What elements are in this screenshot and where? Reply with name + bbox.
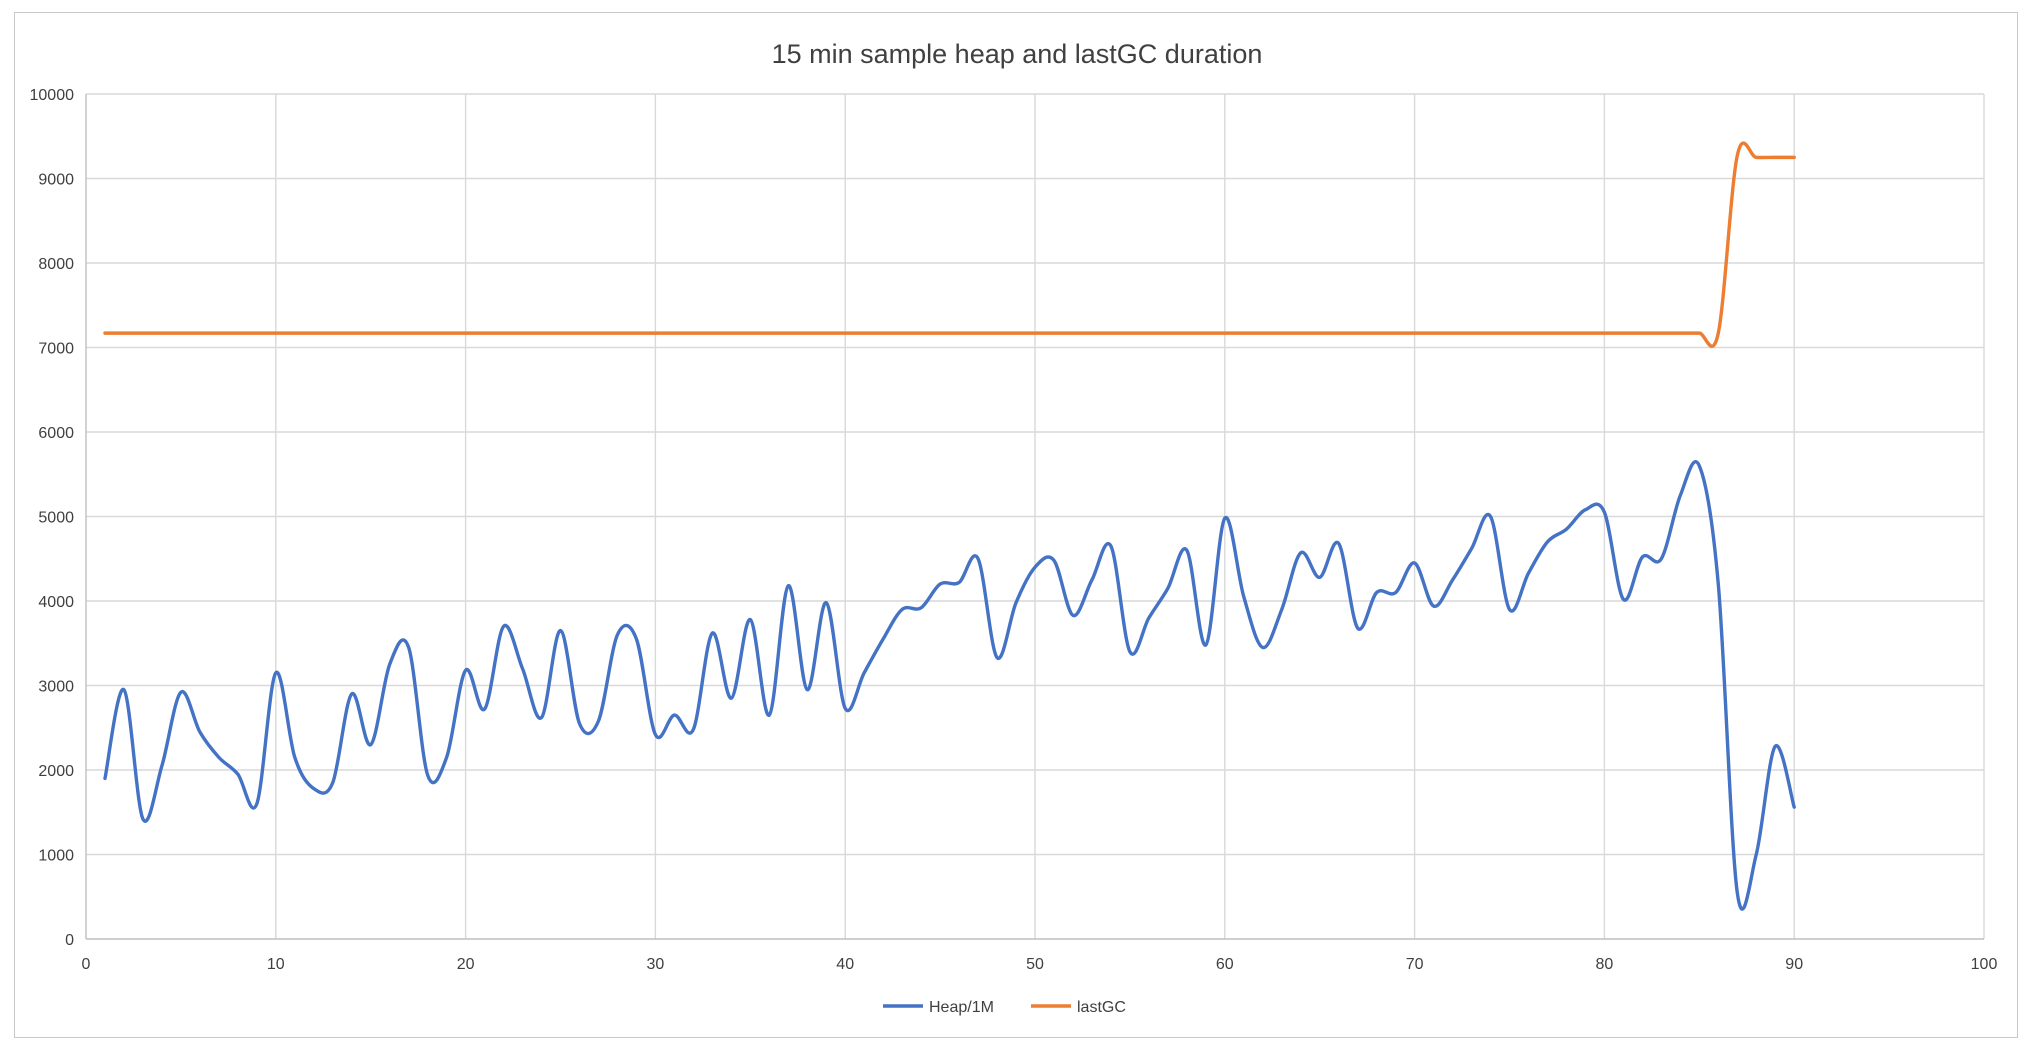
- y-tick-label: 8000: [38, 256, 74, 273]
- line-chart: 15 min sample heap and lastGC duration 0…: [30, 39, 1998, 1016]
- x-tick-label: 10: [267, 956, 285, 973]
- legend-label-lastgc: lastGC: [1077, 999, 1126, 1016]
- series-lines: [103, 141, 1796, 911]
- y-tick-label: 4000: [38, 594, 74, 611]
- y-tick-label: 10000: [30, 87, 75, 104]
- x-tick-label: 40: [836, 956, 854, 973]
- x-tick-label: 50: [1026, 956, 1044, 973]
- legend: Heap/1M lastGC: [883, 999, 1126, 1016]
- x-tick-label: 20: [457, 956, 475, 973]
- y-tick-label: 2000: [38, 763, 74, 780]
- chart-title: 15 min sample heap and lastGC duration: [772, 39, 1263, 69]
- y-tick-label: 5000: [38, 510, 74, 527]
- x-tick-label: 30: [647, 956, 665, 973]
- y-tick-label: 7000: [38, 341, 74, 358]
- gridlines: [86, 93, 1985, 939]
- x-tick-label: 90: [1785, 956, 1803, 973]
- y-tick-label: 1000: [38, 848, 74, 865]
- x-tick-label: 80: [1596, 956, 1614, 973]
- x-tick-label: 60: [1216, 956, 1234, 973]
- y-tick-label: 0: [65, 932, 74, 949]
- x-tick-label: 70: [1406, 956, 1424, 973]
- chart-frame: 15 min sample heap and lastGC duration 0…: [14, 12, 2018, 1038]
- series-line-heap-1m: [103, 460, 1796, 911]
- y-tick-label: 3000: [38, 679, 74, 696]
- y-tick-label: 6000: [38, 425, 74, 442]
- x-tick-label: 100: [1971, 956, 1998, 973]
- legend-label-heap-1m: Heap/1M: [929, 999, 994, 1016]
- y-tick-label: 9000: [38, 172, 74, 189]
- series-line-lastgc: [103, 141, 1796, 348]
- axes: 0100020003000400050006000700080009000100…: [30, 87, 1998, 973]
- x-tick-label: 0: [82, 956, 91, 973]
